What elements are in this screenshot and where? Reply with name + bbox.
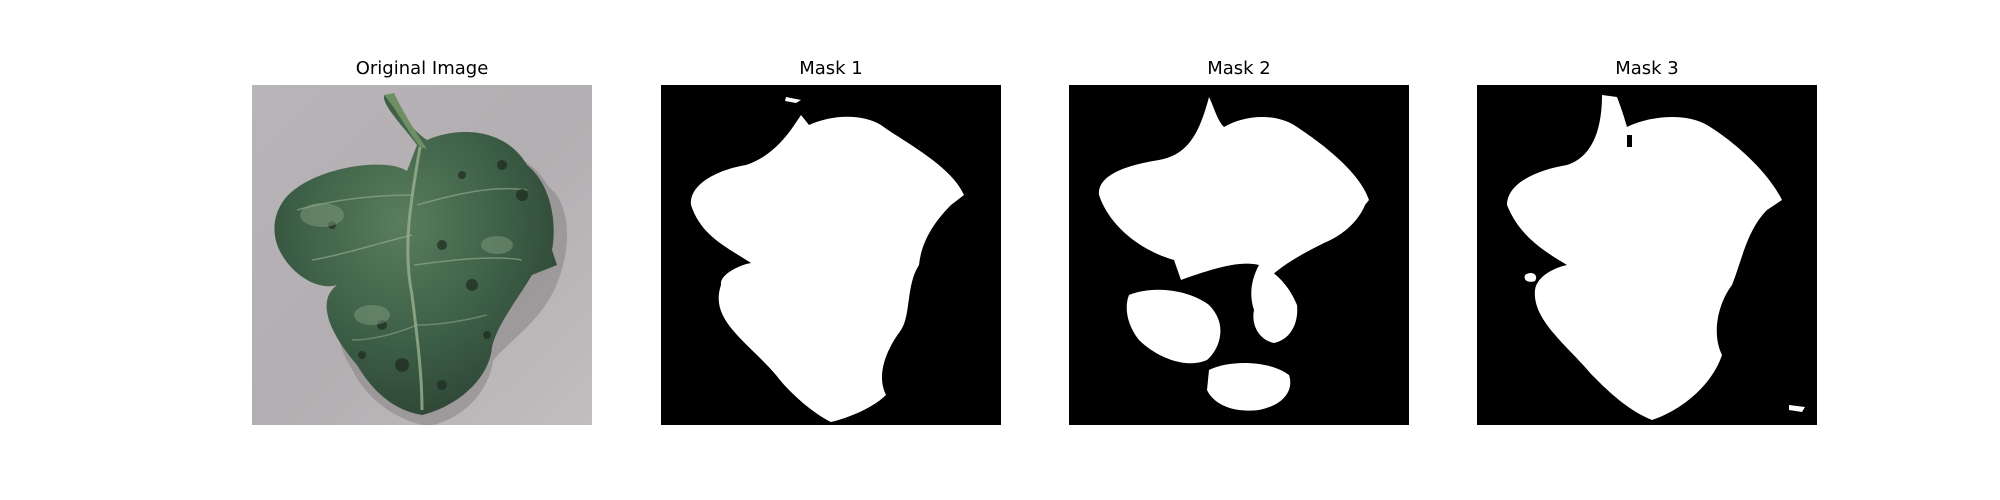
panel-original-image: Original Image	[252, 0, 592, 430]
segmentation-mask	[1069, 85, 1409, 425]
panel-title: Mask 3	[1615, 58, 1679, 79]
leaf-vein	[311, 234, 413, 261]
leaf-vein	[351, 324, 418, 341]
mask-region	[1207, 363, 1291, 411]
segmentation-mask	[1477, 85, 1817, 425]
leaf-vein	[296, 194, 415, 211]
mask-region	[1507, 95, 1782, 420]
panel-mask-2: Mask 2	[1069, 0, 1409, 430]
leaf-vein	[413, 257, 523, 266]
panel-mask-1: Mask 1	[661, 0, 1001, 430]
leaf-stem	[384, 93, 427, 149]
leaf-midrib	[406, 146, 424, 411]
mask-region	[1098, 97, 1369, 285]
panel-title: Original Image	[355, 58, 489, 79]
leaf-highlights	[300, 203, 513, 325]
original-leaf-photo	[252, 85, 592, 425]
mask-speck	[1789, 405, 1805, 412]
panel-title: Mask 1	[799, 58, 863, 79]
mask-region	[1126, 289, 1221, 364]
mask-speck	[1563, 255, 1572, 265]
disease-spots	[328, 160, 528, 390]
mask-region	[1251, 265, 1298, 343]
mask-hole	[1627, 135, 1632, 147]
leaf-vein	[416, 314, 488, 326]
leaf-vein	[416, 187, 528, 206]
mask-speck	[785, 97, 801, 103]
mask-speck	[1524, 272, 1537, 282]
segmentation-mask	[661, 85, 1001, 425]
mask-region	[690, 115, 964, 422]
panel-title: Mask 2	[1207, 58, 1271, 79]
panel-mask-3: Mask 3	[1477, 0, 1817, 430]
